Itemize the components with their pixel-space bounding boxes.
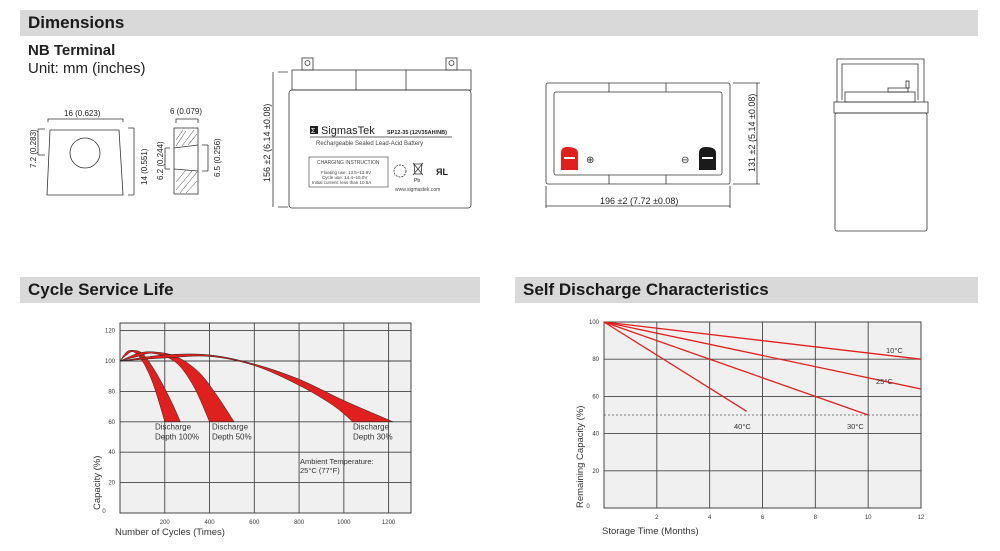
series-label-line2: Depth 50% bbox=[212, 432, 252, 441]
y-tick-label: 40 bbox=[592, 432, 599, 438]
x-tick-label: 1200 bbox=[382, 520, 396, 526]
y-axis-label: Capacity (%) bbox=[92, 456, 103, 510]
battery-width-dim: 131 ±2 (5.14 ±0.08) bbox=[747, 94, 757, 172]
battery-length-dim: 196 ±2 (7.72 ±0.08) bbox=[600, 196, 678, 206]
terminal-outer-hole-dim: 6.5 (0.256) bbox=[213, 138, 222, 177]
website: www.sigmastek.com bbox=[395, 187, 440, 193]
battery-model: SP12-35 (12V35AH/NB) bbox=[387, 130, 447, 136]
x-tick-label: 200 bbox=[160, 520, 171, 526]
brand-logo: Σ bbox=[311, 128, 316, 135]
y-tick-label: 60 bbox=[592, 394, 599, 400]
y-tick-label: 20 bbox=[108, 481, 115, 487]
brand-name: SigmasTek bbox=[321, 125, 375, 137]
battery-front-view: 156 ±2 (6.14 ±0.08) Σ SigmasTek SP12-35 … bbox=[262, 57, 472, 209]
series-line-4 bbox=[603, 321, 747, 412]
x-tick-label: 6 bbox=[761, 515, 765, 521]
positive-symbol: ⊕ bbox=[586, 155, 594, 166]
annotation-line2: 25°C (77°F) bbox=[300, 466, 340, 475]
x-tick-label: 2 bbox=[655, 515, 659, 521]
terminal-title: NB Terminal bbox=[28, 42, 116, 59]
x-tick-label: 0 bbox=[586, 504, 590, 510]
y-tick-label: 20 bbox=[592, 469, 599, 475]
series-label-line1: Discharge bbox=[155, 422, 192, 431]
y-tick-label: 100 bbox=[105, 359, 116, 365]
series-line-1 bbox=[603, 321, 922, 360]
y-axis-label: Remaining Capacity (%) bbox=[575, 406, 586, 508]
terminal-hole-offset-dim: 7.2 (0.283) bbox=[29, 129, 38, 168]
y-tick-label: 100 bbox=[589, 320, 600, 326]
pb-label: Pb bbox=[414, 178, 420, 184]
series-label: 40°C bbox=[734, 422, 751, 431]
cycle-band-3 bbox=[119, 353, 394, 423]
cycle-service-life-chart: 0 200 400 600 800 1000 1200 20 40 60 80 100 120 Disch… bbox=[92, 322, 412, 538]
cycle-band-1 bbox=[119, 349, 181, 423]
x-tick-label: 400 bbox=[205, 520, 216, 526]
x-axis-label: Number of Cycles (Times) bbox=[115, 527, 225, 538]
x-tick-label: 4 bbox=[708, 515, 712, 521]
battery-height-dim: 156 ±2 (6.14 ±0.08) bbox=[262, 104, 272, 182]
unit-label: Unit: mm (inches) bbox=[28, 60, 146, 77]
battery-side-view bbox=[833, 58, 929, 232]
series-line-2 bbox=[603, 321, 922, 390]
dimension-drawings: 16 (0.623) 7.2 (0.283) 14 (0.551) 6 (0.0… bbox=[29, 57, 929, 232]
x-tick-label: 1000 bbox=[337, 520, 351, 526]
series-label-line2: Depth 100% bbox=[155, 432, 199, 441]
annotation-line1: Ambient Temperature: bbox=[300, 457, 374, 466]
x-tick-label: 800 bbox=[294, 520, 305, 526]
series-label-line1: Discharge bbox=[353, 422, 390, 431]
battery-subtitle: Rechargeable Sealed Lead-Acid Battery bbox=[316, 141, 423, 147]
terminal-width-dim: 16 (0.623) bbox=[64, 109, 101, 118]
section-header-cycle-service-life: Cycle Service Life bbox=[20, 277, 480, 303]
negative-symbol: ⊖ bbox=[681, 155, 689, 166]
terminal-inner-hole-dim: 6.2 (0.244) bbox=[156, 141, 165, 180]
series-label: 25°C bbox=[876, 377, 893, 386]
x-tick-label: 8 bbox=[814, 515, 818, 521]
y-tick-label: 120 bbox=[105, 329, 116, 335]
battery-top-view: ⊕ ⊖ 131 ±2 (5.14 ±0.08) 196 ±2 (7.72 ±0.… bbox=[545, 82, 760, 208]
series-label-line2: Depth 30% bbox=[353, 432, 393, 441]
section-header-dimensions: Dimensions bbox=[20, 10, 978, 36]
ul-icon: ЯL bbox=[436, 167, 448, 177]
x-axis-label: Storage Time (Months) bbox=[602, 526, 699, 537]
y-tick-label: 80 bbox=[108, 389, 115, 395]
terminal-thickness-dim: 6 (0.079) bbox=[170, 107, 202, 116]
series-label-line1: Discharge bbox=[212, 422, 249, 431]
series-label: 30°C bbox=[847, 422, 864, 431]
y-tick-label: 80 bbox=[592, 357, 599, 363]
x-tick-label: 0 bbox=[102, 509, 106, 515]
y-tick-label: 60 bbox=[108, 420, 115, 426]
terminal-height-dim: 14 (0.551) bbox=[140, 148, 149, 185]
x-tick-label: 10 bbox=[865, 515, 872, 521]
charging-line-2: Cycle use: 14.4~15.0V bbox=[322, 175, 367, 180]
x-tick-label: 12 bbox=[918, 515, 925, 521]
y-tick-label: 40 bbox=[108, 450, 115, 456]
charging-line-3: Initial current: less than 10.5A bbox=[312, 180, 371, 185]
series-line-3 bbox=[603, 321, 869, 416]
series-label: 10°C bbox=[886, 346, 903, 355]
cycle-band-2 bbox=[119, 351, 235, 423]
terminal-front-view: 16 (0.623) 7.2 (0.283) 14 (0.551) bbox=[29, 109, 149, 196]
section-header-self-discharge: Self Discharge Characteristics bbox=[515, 277, 978, 303]
charging-line-1: Floating use: 13.5~13.8V bbox=[321, 170, 371, 175]
recycle-icon bbox=[393, 164, 407, 178]
terminal-side-view: 6 (0.079) 6.2 (0.244) 6.5 (0.256) bbox=[156, 107, 222, 195]
charging-title: CHARGING INSTRUCTION bbox=[317, 160, 380, 166]
crossed-bin-icon bbox=[412, 162, 424, 176]
x-tick-label: 600 bbox=[249, 520, 260, 526]
self-discharge-chart: 0 2 4 6 8 10 12 20 40 60 80 100 10°C 25°C 30°C 40°C Stor… bbox=[575, 320, 925, 537]
